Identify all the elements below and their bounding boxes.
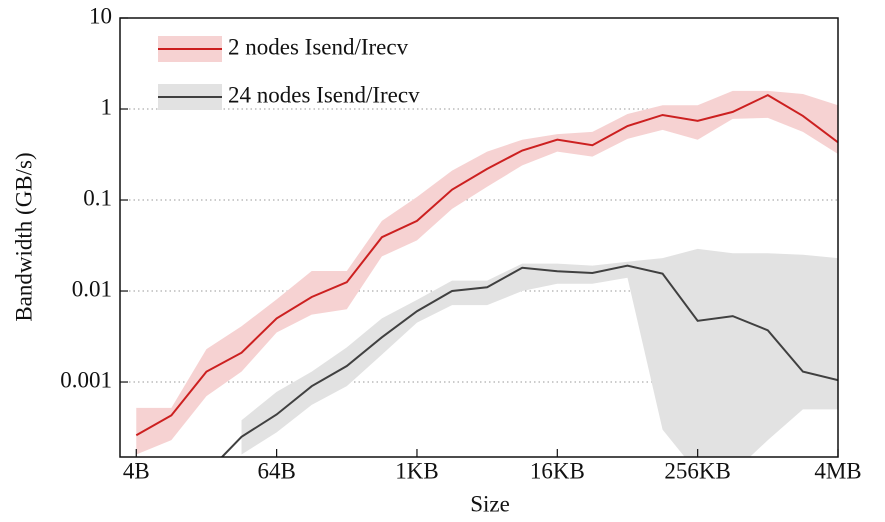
error-band: [241, 248, 838, 457]
x-tick-label: 4B: [123, 458, 150, 483]
y-tick-label: 0.1: [83, 185, 112, 210]
x-axis-label: Size: [470, 491, 510, 516]
series-line: [135, 94, 838, 437]
x-tick-label: 256KB: [664, 458, 730, 483]
lines: [135, 94, 838, 457]
legend-label: 24 nodes Isend/Irecv: [228, 82, 420, 107]
y-tick-label: 1: [101, 94, 113, 119]
bands: [136, 90, 838, 457]
error-band: [136, 90, 838, 455]
y-tick-label: 0.01: [72, 276, 112, 301]
x-tick-label: 4MB: [814, 458, 861, 483]
legend-label: 2 nodes Isend/Irecv: [228, 34, 409, 59]
x-tick-label: 1KB: [395, 458, 438, 483]
y-tick-label: 0.001: [60, 367, 112, 392]
x-tick-label: 64B: [257, 458, 295, 483]
y-tick-label: 10: [89, 3, 112, 28]
x-tick-label: 16KB: [530, 458, 585, 483]
plot-frame: [119, 17, 839, 458]
legend: 2 nodes Isend/Irecv 24 nodes Isend/Irecv: [158, 34, 420, 110]
series-line: [220, 264, 838, 457]
axes: 0.001 0.01 0.1 1 10 4B 64B 1KB 16KB 256KB 4MB: [60, 3, 861, 483]
y-axis-label: Bandwidth (GB/s): [11, 152, 36, 321]
